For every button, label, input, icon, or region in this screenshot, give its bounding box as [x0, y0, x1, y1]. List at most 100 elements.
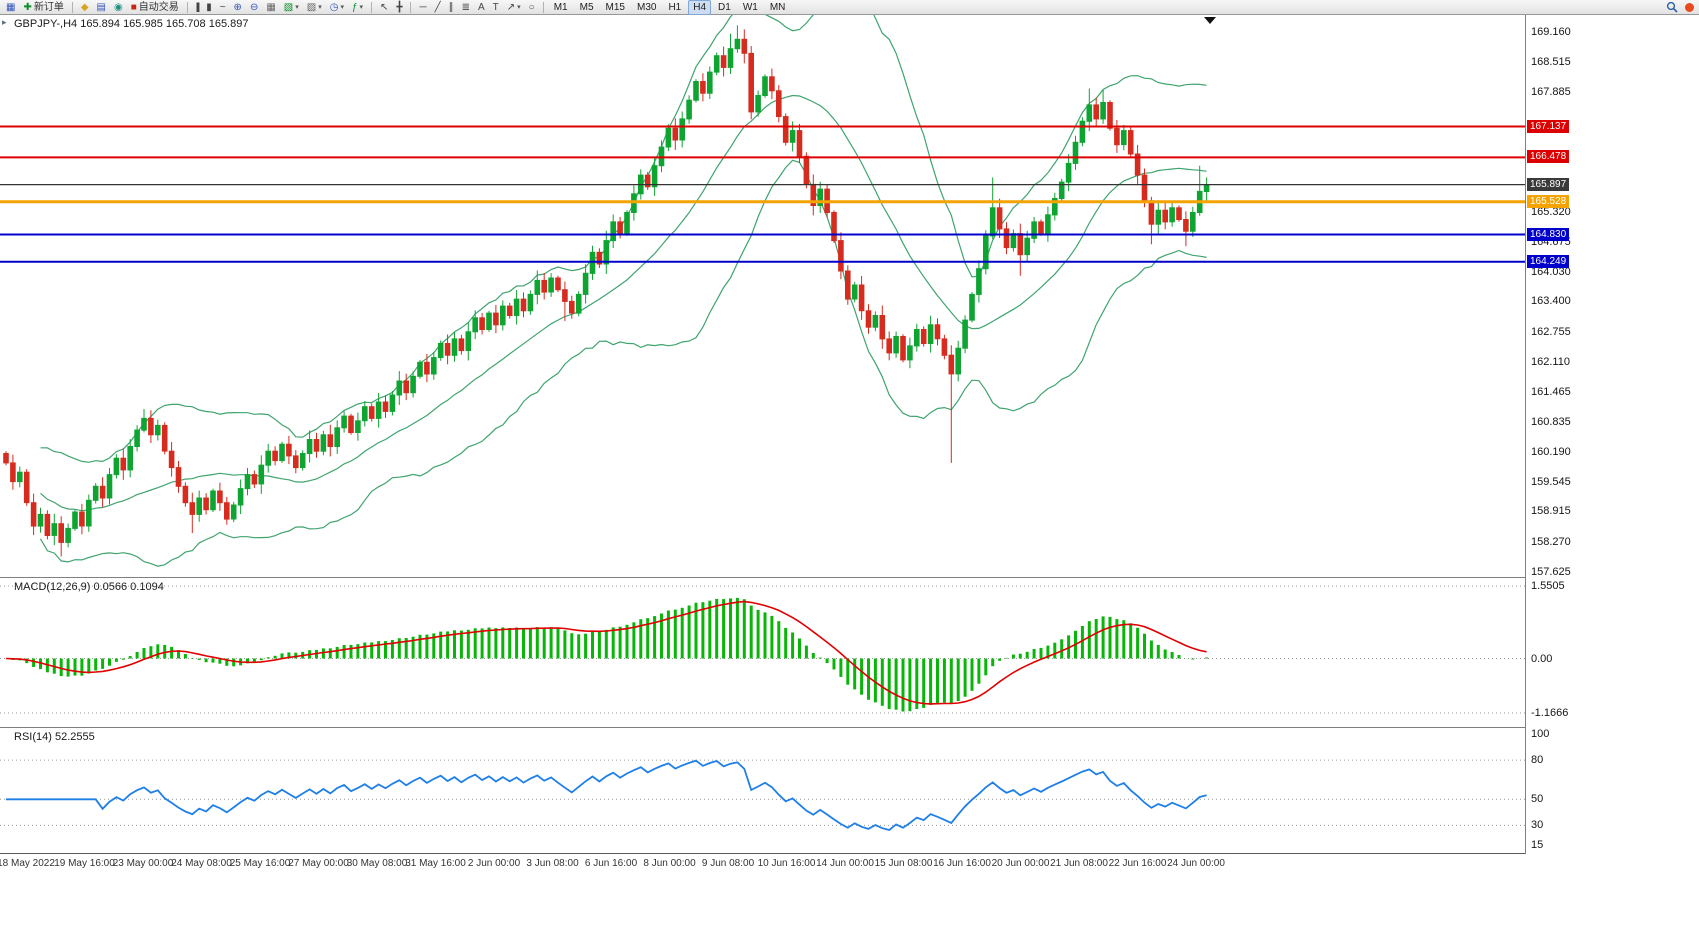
- price-level-badge: 167.137: [1527, 119, 1570, 133]
- autotrading-label: 自动交易: [138, 1, 179, 13]
- line-chart-button[interactable]: ~: [217, 0, 229, 15]
- timeframe-button-h1[interactable]: H1: [668, 1, 682, 13]
- toolbar-separator: [542, 1, 544, 13]
- chart-panels: ▸ GBPJPY-,H4 165.894 165.985 165.708 165…: [0, 15, 1525, 854]
- channel-button[interactable]: ∥: [446, 0, 457, 15]
- fibonacci-button[interactable]: ≣: [459, 0, 473, 15]
- profiles-icon: ▨: [306, 1, 317, 13]
- rsi-axis-label: 50: [1531, 793, 1544, 806]
- time-axis[interactable]: 18 May 2022 19 May 16:00 23 May 00:00 24 Ma…: [0, 854, 1699, 874]
- line-chart-icon: ~: [219, 1, 226, 13]
- zoom-in-button[interactable]: ⊕: [231, 0, 245, 15]
- timeframe-button-w1[interactable]: W1: [742, 1, 758, 13]
- price-axis-label: 162.755: [1531, 325, 1571, 338]
- rsi-axis-label: 100: [1531, 728, 1550, 740]
- one-click-trading-toggle[interactable]: ▸: [2, 17, 7, 27]
- search-button[interactable]: [1663, 0, 1681, 15]
- candlestick-chart-button[interactable]: ▮: [203, 0, 215, 15]
- zoom-out-button[interactable]: ⊖: [247, 0, 261, 15]
- price-axis-label: 169.160: [1531, 25, 1571, 38]
- time-axis-label: 19 May 16:00: [54, 858, 115, 869]
- price-axis-label: 158.915: [1531, 505, 1571, 518]
- macd-chart[interactable]: [0, 578, 1525, 727]
- chart-shift-marker[interactable]: [1204, 17, 1216, 24]
- time-axis-label: 24 May 08:00: [171, 858, 232, 869]
- new-chart-icon: ▧: [283, 1, 294, 13]
- time-axis-label: 27 May 00:00: [288, 858, 349, 869]
- time-axis-label: 10 Jun 16:00: [757, 858, 816, 869]
- time-axis-label: 23 May 00:00: [112, 858, 174, 869]
- macd-label: MACD(12,26,9) 0.0566 0.1094: [14, 581, 164, 593]
- time-axis-label: 25 May 16:00: [229, 858, 291, 869]
- ohlc-values: 165.894 165.985 165.708 165.897: [80, 18, 249, 30]
- tile-windows-button[interactable]: ▦: [263, 0, 278, 15]
- timeframe-button-d1[interactable]: D1: [718, 1, 731, 13]
- price-level-badge: 166.478: [1527, 150, 1570, 164]
- tile-windows-icon: ▦: [266, 1, 276, 13]
- rsi-chart[interactable]: [0, 728, 1525, 853]
- rsi-axis-label: 80: [1531, 754, 1544, 767]
- timeframe-button-mn[interactable]: MN: [769, 1, 786, 13]
- time-axis-label: 18 May 2022: [0, 858, 55, 869]
- channel-icon: ∥: [448, 1, 454, 13]
- timeframe-button-m15[interactable]: M15: [605, 1, 625, 13]
- rsi-label: RSI(14) 52.2555: [14, 731, 95, 743]
- price-axis-label: 164.030: [1531, 265, 1571, 278]
- toolbar: ▦ ✚ 新订单 ◆ ▤ ◉ ■ 自动交易 ||| ▮ ~ ⊕: [0, 0, 1699, 15]
- time-axis-label: 14 Jun 00:00: [816, 858, 874, 869]
- crosshair-button[interactable]: ╋: [393, 0, 405, 15]
- text-label-button[interactable]: T: [490, 0, 502, 15]
- chevron-down-icon: ▾: [517, 3, 521, 11]
- timeframe-button-h4[interactable]: H4: [688, 0, 712, 15]
- timeframe-button-m5[interactable]: M5: [579, 1, 594, 13]
- new-order-button[interactable]: ✚ 新订单: [20, 0, 66, 15]
- trendline-icon: ╱: [434, 1, 441, 13]
- new-chart-button[interactable]: ▧ ▾: [281, 0, 302, 15]
- time-axis-label: 2 Jun 00:00: [467, 858, 521, 869]
- toolbar-separator: [371, 1, 373, 13]
- market-watch-icon: ▤: [96, 1, 106, 13]
- text-button[interactable]: A: [475, 0, 488, 15]
- candles-layer: [3, 25, 1210, 557]
- arrows-button[interactable]: ↗ ▾: [504, 0, 524, 15]
- bollinger-bands: [39, 15, 1207, 567]
- time-axis-label: 24 Jun 00:00: [1167, 858, 1225, 869]
- period-button[interactable]: ◷ ▾: [327, 0, 347, 15]
- metaeditor-button[interactable]: ◆: [78, 0, 92, 15]
- navigator-button[interactable]: ◉: [111, 0, 126, 15]
- trendline-button[interactable]: ╱: [432, 0, 444, 15]
- horizontal-line-button[interactable]: ─: [416, 0, 429, 15]
- time-axis-label: 20 Jun 00:00: [991, 858, 1050, 869]
- timeframe-button-m1[interactable]: M1: [553, 1, 568, 13]
- main-chart-panel[interactable]: ▸ GBPJPY-,H4 165.894 165.985 165.708 165…: [0, 15, 1525, 578]
- candlestick-chart[interactable]: [0, 15, 1525, 577]
- price-level-badge: 165.528: [1527, 194, 1570, 208]
- timeframe-button-m30[interactable]: M30: [636, 1, 657, 13]
- cursor-button[interactable]: ↖: [377, 0, 391, 15]
- market-watch-button[interactable]: ▤: [94, 0, 109, 15]
- price-level-badge: 164.830: [1527, 227, 1570, 241]
- price-axis[interactable]: 169.160 168.515 167.885 165.320 164.675 164.0…: [1525, 15, 1699, 855]
- price-axis-label: 162.110: [1531, 355, 1570, 368]
- autotrading-icon: ■: [130, 1, 137, 13]
- indicators-button[interactable]: ƒ ▾: [349, 0, 366, 15]
- bars-chart-button[interactable]: |||: [193, 0, 201, 15]
- notification-badge[interactable]: [1685, 2, 1694, 12]
- price-level-badge: 165.897: [1527, 177, 1570, 191]
- metaeditor-icon: ◆: [80, 1, 89, 13]
- rsi-panel[interactable]: RSI(14) 52.2555: [0, 728, 1525, 854]
- shapes-button[interactable]: ○: [526, 0, 538, 15]
- rsi-guide-lines: [0, 759, 1525, 826]
- macd-histogram: [11, 597, 1209, 712]
- autotrading-button[interactable]: ■ 自动交易: [128, 0, 182, 15]
- macd-signal-line: [5, 600, 1207, 705]
- text-icon: A: [477, 1, 485, 13]
- chart-window-button[interactable]: ▦: [3, 0, 18, 15]
- rsi-name: RSI(14): [14, 731, 52, 743]
- macd-panel[interactable]: MACD(12,26,9) 0.0566 0.1094: [0, 578, 1525, 728]
- price-axis-label: 157.625: [1531, 565, 1571, 578]
- time-axis-label: 30 May 08:00: [346, 858, 408, 869]
- toolbar-separator: [186, 1, 188, 13]
- profiles-button[interactable]: ▨ ▾: [304, 0, 325, 15]
